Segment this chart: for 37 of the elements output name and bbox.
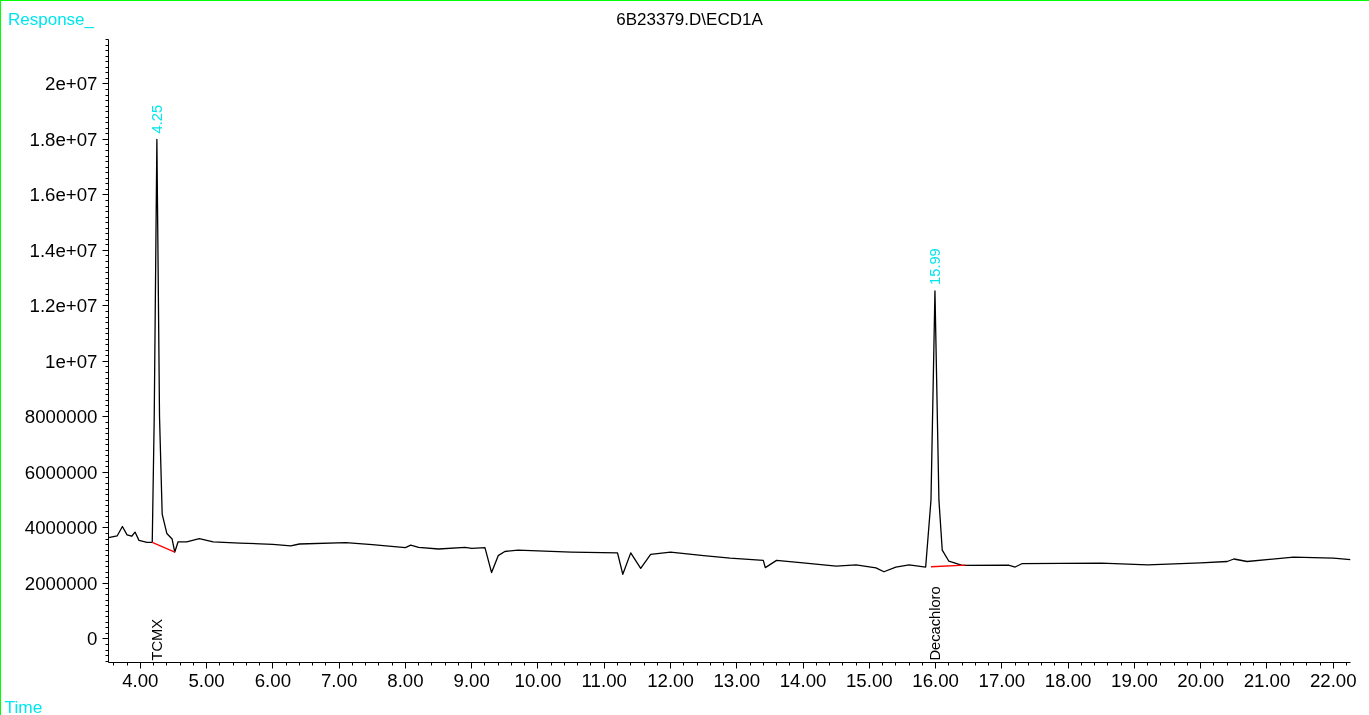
x-tick-label: 7.00 (320, 669, 358, 691)
chart-title: 6B23379.D\ECD1A (616, 10, 763, 29)
x-tick-label: 20.00 (1177, 669, 1225, 691)
x-tick-label: 12.00 (647, 669, 694, 691)
annotation: 4.25 (148, 104, 165, 134)
y-tick-label: 1.4e+07 (29, 239, 98, 261)
x-tick-label: 5.00 (188, 669, 225, 691)
x-tick-label: 18.00 (1044, 669, 1092, 691)
y-tick-label: 2000000 (24, 572, 98, 594)
annotation: Decachloro (926, 586, 943, 661)
y-tick-label: 6000000 (24, 461, 98, 483)
y-tick-label: 1.6e+07 (29, 184, 98, 206)
y-tick-label: 1.2e+07 (29, 295, 98, 317)
annotation: 15.99 (926, 248, 943, 285)
x-tick-label: 8.00 (387, 669, 424, 691)
x-tick-label: 14.00 (779, 669, 827, 691)
y-tick-label: 4000000 (24, 517, 98, 539)
annotation: TCMX (148, 618, 165, 661)
x-tick-label: 10.00 (514, 669, 562, 691)
x-axis-title: Time (4, 696, 43, 715)
x-tick-label: 15.00 (846, 669, 893, 691)
x-tick-label: 4.00 (122, 669, 159, 691)
x-tick-label: 13.00 (713, 669, 761, 691)
y-tick-label: 1.8e+07 (29, 128, 98, 150)
y-tick-label: 2e+07 (45, 73, 98, 95)
x-tick-label: 19.00 (1111, 669, 1158, 691)
y-tick-label: 0 (87, 628, 98, 650)
x-tick-label: 11.00 (581, 669, 627, 691)
x-tick-label: 16.00 (912, 669, 959, 691)
x-tick-label: 21.00 (1243, 669, 1291, 691)
y-tick-label: 1e+07 (45, 350, 98, 372)
y-axis-title: Response_ (8, 9, 95, 31)
x-tick-label: 9.00 (453, 669, 490, 691)
x-tick-label: 22.00 (1309, 669, 1357, 691)
y-tick-label: 8000000 (24, 406, 98, 428)
x-tick-label: 17.00 (978, 669, 1026, 691)
x-tick-label: 6.00 (254, 669, 292, 691)
